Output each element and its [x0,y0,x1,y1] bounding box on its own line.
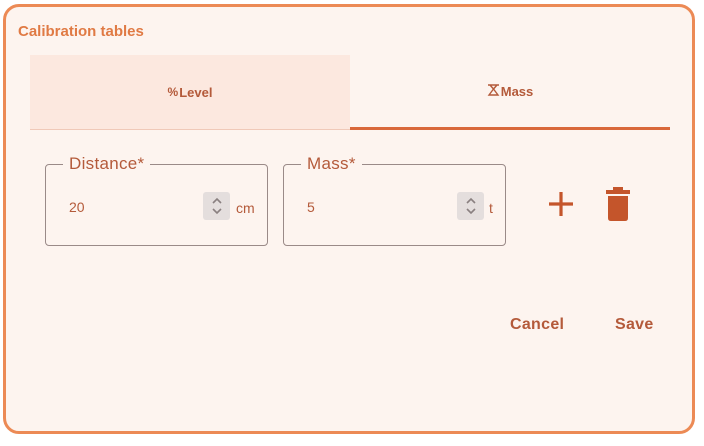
chevron-down-icon[interactable] [210,206,224,216]
tab-level-label: Level [179,84,213,100]
mass-stepper[interactable] [457,192,484,220]
chevron-up-icon[interactable] [210,196,224,206]
calibration-dialog: Calibration tables % Level Mass Distance… [3,4,695,434]
tab-level[interactable]: % Level [30,55,350,130]
tab-bar: % Level Mass [30,55,670,130]
tab-mass[interactable]: Mass [350,55,670,130]
distance-label: Distance* [63,154,151,174]
chevron-up-icon[interactable] [464,196,478,206]
weight-icon [487,83,500,99]
distance-input[interactable] [69,199,189,215]
percent-icon: % [167,85,179,99]
tab-mass-label: Mass [500,83,534,99]
distance-stepper[interactable] [203,192,230,220]
distance-field: Distance* cm [45,154,268,246]
chevron-down-icon[interactable] [464,206,478,216]
dialog-title: Calibration tables [18,23,144,40]
delete-icon [606,187,630,221]
mass-label: Mass* [301,154,362,174]
mass-input[interactable] [307,199,427,215]
cancel-button[interactable]: Cancel [504,312,570,338]
add-icon [549,192,573,216]
save-button[interactable]: Save [609,312,660,338]
add-row-button[interactable] [546,189,576,219]
mass-field: Mass* t [283,154,506,246]
mass-unit: t [489,200,493,216]
distance-unit: cm [236,200,255,216]
delete-row-button[interactable] [604,185,632,223]
